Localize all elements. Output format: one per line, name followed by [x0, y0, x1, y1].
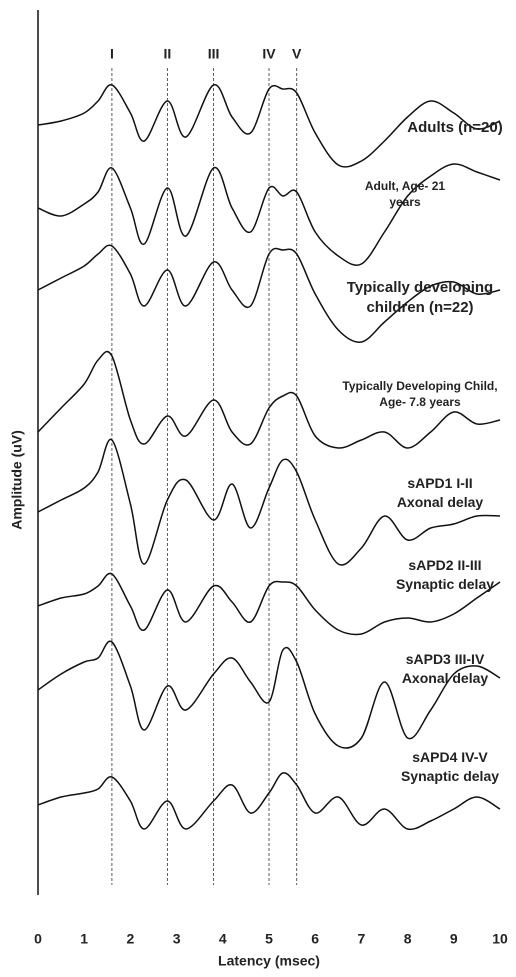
trace-label: sAPD2 II-III Synaptic delay — [395, 557, 495, 592]
trace-label: Adults (n=20) — [407, 119, 503, 136]
trace-label: sAPD3 III-IV Axonal delay — [401, 651, 489, 686]
x-tick-label: 1 — [80, 931, 88, 947]
trace-label: sAPD1 I-II Axonal delay — [396, 475, 484, 510]
x-tick-label: 2 — [127, 931, 135, 947]
trace-label: sAPD4 IV-V Synaptic delay — [400, 749, 500, 784]
x-tick-label: 0 — [34, 931, 42, 947]
waveform — [37, 438, 501, 566]
waveform — [37, 163, 501, 266]
peak-label: IV — [262, 46, 276, 62]
x-tick-label: 4 — [219, 931, 227, 947]
waveform — [37, 772, 501, 831]
x-axis-label: Latency (msec) — [218, 953, 320, 969]
x-tick-label: 7 — [358, 931, 366, 947]
trace-label: Typically developing children (n=22) — [346, 279, 494, 317]
x-tick-label: 10 — [492, 931, 508, 947]
x-tick-label: 5 — [265, 931, 273, 947]
x-tick-label: 6 — [311, 931, 319, 947]
waveform — [37, 640, 501, 749]
waveform — [37, 84, 501, 168]
peak-label: II — [163, 46, 171, 62]
trace-label: Typically Developing Child, Age- 7.8 yea… — [342, 379, 498, 410]
peak-label: III — [208, 46, 220, 62]
trace-label: Adult, Age- 21 years — [364, 179, 446, 210]
peak-label: V — [292, 46, 302, 62]
waveform — [37, 244, 501, 343]
waveform — [37, 350, 501, 449]
waveform — [37, 572, 501, 636]
x-tick-label: 8 — [404, 931, 412, 947]
x-tick-label: 9 — [450, 931, 458, 947]
y-axis-label: Amplitude (uV) — [9, 430, 25, 530]
x-tick-label: 3 — [173, 931, 181, 947]
peak-label: I — [110, 46, 114, 62]
